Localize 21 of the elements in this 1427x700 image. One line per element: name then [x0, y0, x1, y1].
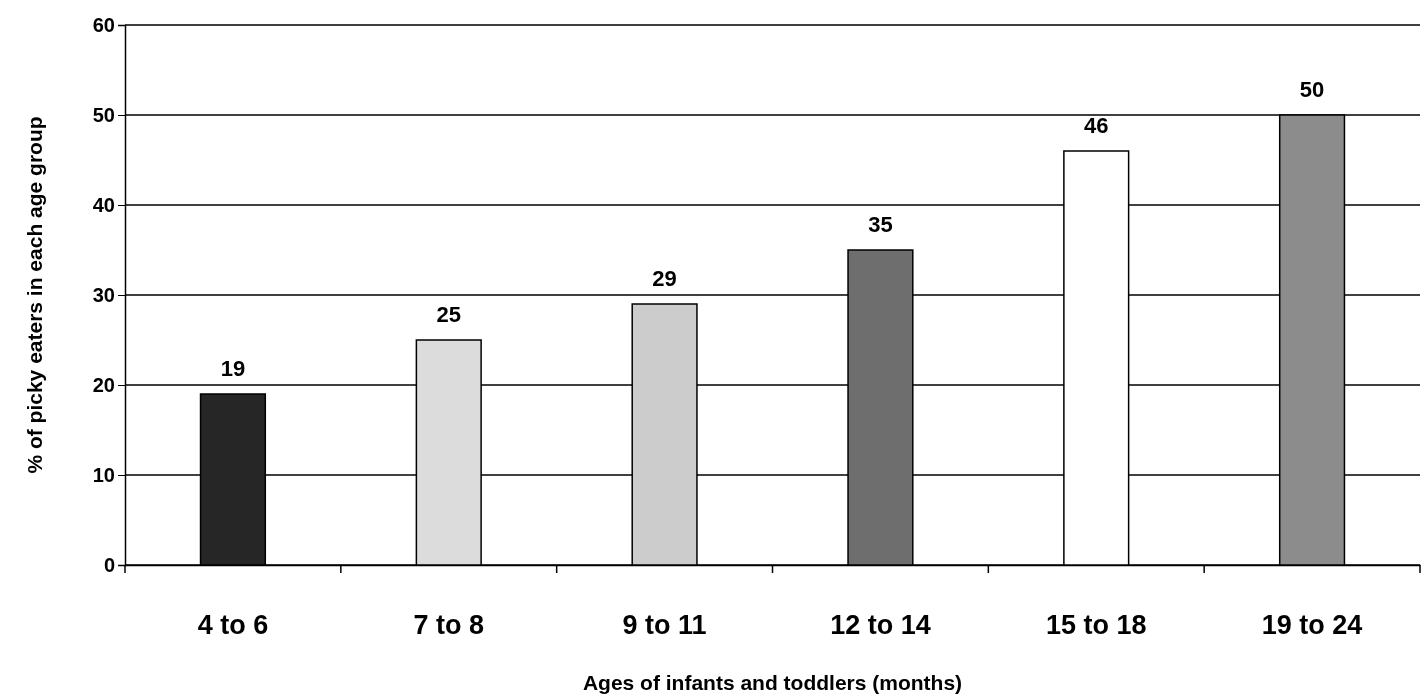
y-tick-label: 30 — [92, 283, 115, 306]
y-tick-label: 20 — [92, 373, 115, 396]
data-label: 46 — [1084, 113, 1109, 138]
x-tick-label: 19 to 24 — [1261, 610, 1363, 641]
x-tick-label: 4 to 6 — [197, 610, 269, 641]
data-label: 50 — [1299, 77, 1325, 102]
data-label: 25 — [436, 302, 461, 327]
x-tick-label: 7 to 8 — [413, 610, 485, 641]
x-tick-label: 15 to 18 — [1045, 610, 1147, 641]
x-tick-label: 9 to 11 — [622, 610, 707, 641]
y-tick-label: 60 — [92, 13, 115, 36]
x-axis-title: Ages of infants and toddlers (months) — [582, 671, 963, 694]
y-tick-label: 0 — [103, 553, 115, 576]
y-axis-title: % of picky eaters in each age group — [23, 116, 46, 474]
y-tick-label: 10 — [92, 463, 115, 486]
y-tick-label: 50 — [92, 103, 115, 126]
y-tick-label: 40 — [92, 193, 115, 216]
data-label: 35 — [868, 212, 893, 237]
x-tick-label: 12 to 14 — [830, 610, 931, 641]
data-label: 19 — [220, 356, 246, 381]
data-label: 29 — [652, 266, 677, 291]
